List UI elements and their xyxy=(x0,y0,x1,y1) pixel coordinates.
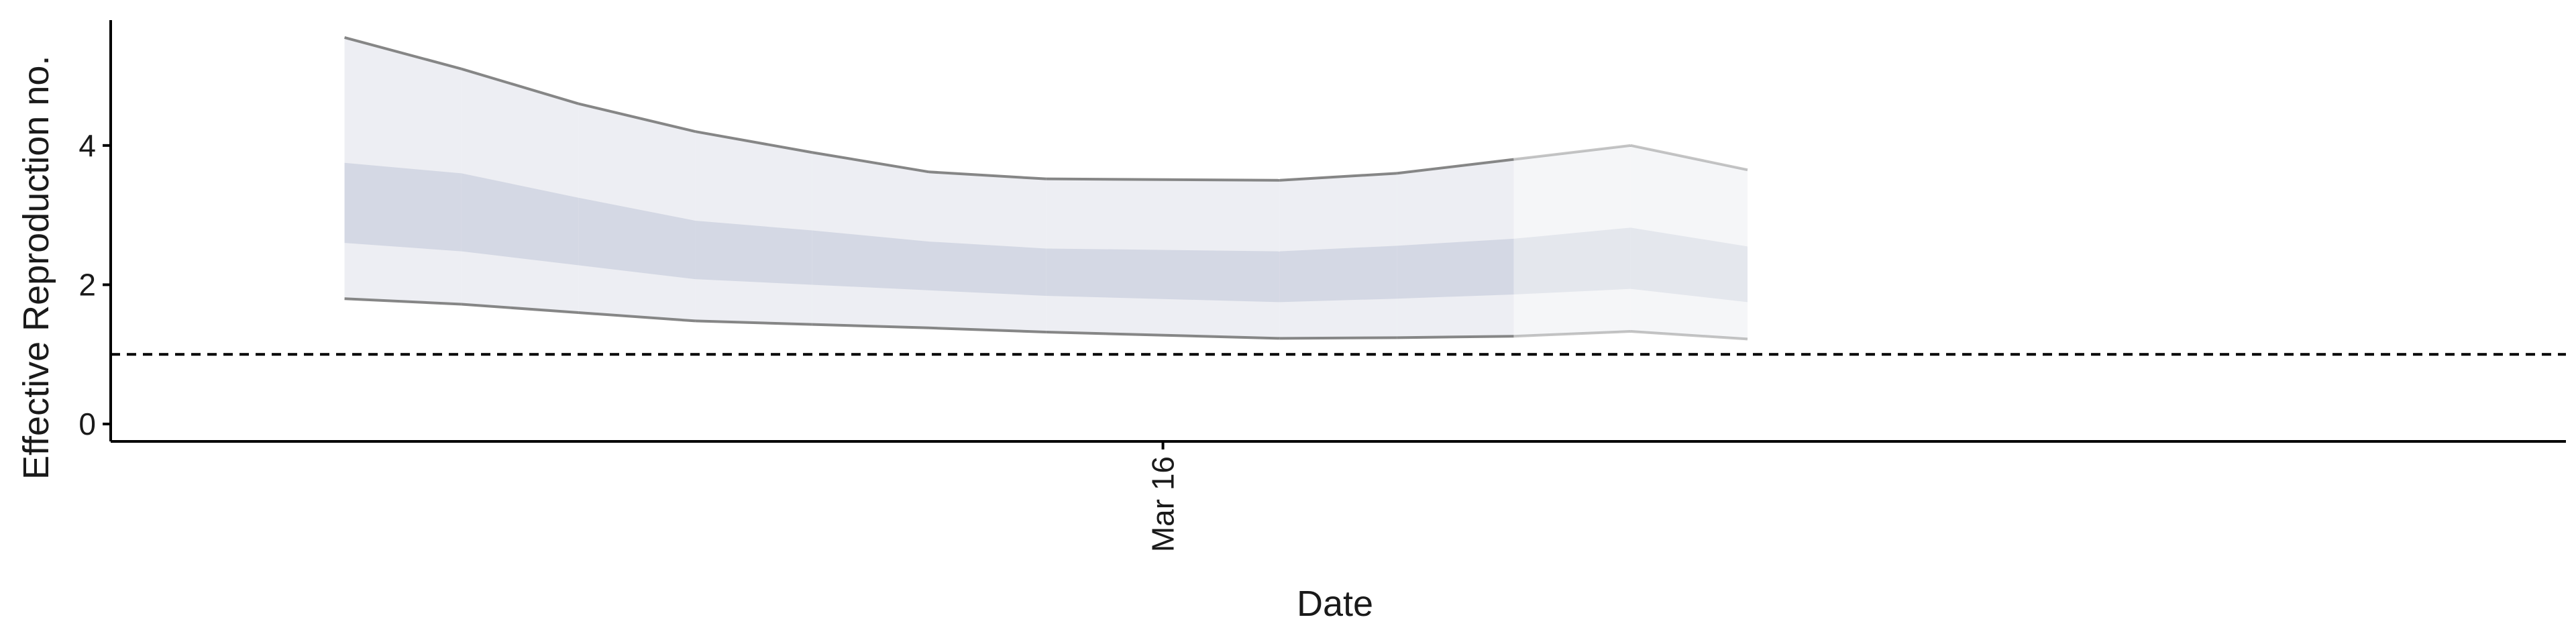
ci50-band-segment xyxy=(578,197,696,280)
lower-bound-line xyxy=(1046,331,1280,340)
ci90-band-segment xyxy=(1513,145,1631,337)
ci50-band-segment xyxy=(461,173,579,266)
upper-bound-line xyxy=(1046,177,1280,182)
upper-bound-line xyxy=(695,130,813,154)
upper-bound-line xyxy=(1279,172,1397,182)
ci50-band-segment xyxy=(695,220,812,285)
upper-bound-line xyxy=(812,151,930,174)
lower-bound-line xyxy=(1397,335,1514,339)
lower-bound-line xyxy=(1630,329,1748,341)
upper-bound-line xyxy=(344,36,462,70)
y-tick-label: 0 xyxy=(78,407,96,441)
lower-bound-line xyxy=(695,319,812,326)
upper-bound-line xyxy=(461,67,579,105)
upper-bound-line xyxy=(1630,144,1748,172)
ci50-band-segment xyxy=(344,162,462,252)
x-tick-label: Mar 16 xyxy=(1146,456,1181,552)
ci50-band-segment xyxy=(1630,227,1748,303)
ci50-band-segment xyxy=(812,230,929,290)
ci50-band-segment xyxy=(1279,246,1397,303)
lower-bound-line xyxy=(928,326,1046,334)
lower-bound-line xyxy=(1513,329,1631,338)
upper-bound-line xyxy=(578,102,696,133)
ci50-band-segment xyxy=(1397,238,1514,299)
lower-bound-line xyxy=(461,303,579,314)
upper-bound-line xyxy=(1513,144,1631,161)
upper-bound-line xyxy=(928,170,1046,180)
lower-bound-line xyxy=(812,323,930,329)
upper-bound-line xyxy=(1396,158,1514,175)
y-axis-title: Effective Reproduction no. xyxy=(16,56,56,480)
plot-area xyxy=(111,36,2566,356)
ci90-band-segment xyxy=(1630,145,1748,339)
lower-bound-line xyxy=(578,311,696,323)
lower-bound-line xyxy=(1279,336,1397,340)
lower-bound-line xyxy=(344,297,462,306)
y-tick-label: 2 xyxy=(78,267,96,302)
x-axis-title: Date xyxy=(1297,584,1373,624)
ci50-band-segment xyxy=(929,241,1046,297)
axes: 0 2 4 Mar 16 xyxy=(78,20,2566,552)
y-tick-label: 4 xyxy=(78,128,96,163)
ci50-band-segment xyxy=(1046,248,1280,303)
ci50-band-segment xyxy=(1513,227,1631,294)
